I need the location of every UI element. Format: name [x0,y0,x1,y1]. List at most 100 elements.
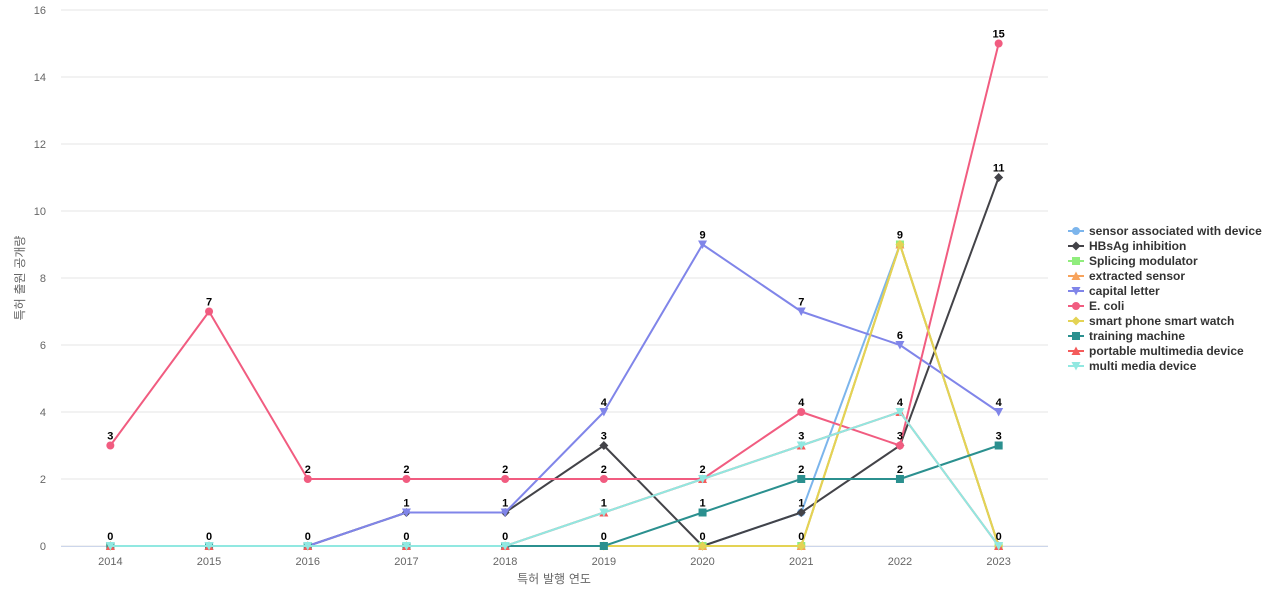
data-label: 0 [502,531,508,543]
legend-item[interactable]: multi media device [1068,359,1197,373]
data-point [205,307,214,316]
legend-label: sensor associated with device [1089,224,1262,238]
data-label: 0 [798,531,804,543]
x-axis-ticks: 2014 2015 2016 2017 2018 2019 2020 2021 2022 2023 [98,556,1011,568]
data-label: 4 [897,397,904,409]
x-axis-title: 특허 발행 연도 [517,571,591,586]
data-label: 1 [798,498,804,510]
legend-item[interactable]: HBsAg inhibition [1068,239,1186,253]
legend-marker [1071,271,1081,280]
legend-label: extracted sensor [1089,269,1185,283]
data-point [994,542,1004,551]
data-label: 0 [206,531,212,543]
data-label: 1 [699,498,705,510]
legend-item[interactable]: smart phone smart watch [1068,314,1234,328]
data-point [106,441,115,450]
data-point [994,441,1003,450]
legend-marker [1072,257,1080,265]
data-label: 0 [403,531,409,543]
legend-item[interactable]: Splicing modulator [1068,254,1198,268]
data-point [204,542,214,551]
data-point [895,341,905,350]
data-point [401,508,411,517]
data-point [797,475,806,483]
data-label: 0 [305,531,311,543]
data-point [895,240,905,249]
x-tick-label: 2020 [690,556,714,568]
x-tick-label: 2014 [98,556,122,568]
series-4 [105,240,1004,551]
legend-label: smart phone smart watch [1089,314,1234,328]
legend-label: HBsAg inhibition [1089,239,1186,253]
legend-item[interactable]: capital letter [1068,284,1160,298]
series-lines [105,39,1004,551]
data-point [303,542,313,551]
y-tick-label: 6 [40,340,46,352]
data-label: 2 [798,464,804,476]
data-label: 9 [699,230,705,242]
series-line [109,243,1000,547]
series-line [109,444,1000,547]
x-tick-label: 2016 [296,556,320,568]
legend-item[interactable]: portable multimedia device [1068,344,1244,358]
legend-item[interactable]: E. coli [1068,299,1124,313]
data-label: 2 [502,464,508,476]
data-point [797,408,806,416]
y-axis-title: 특허 출원 공개량 [13,236,27,321]
data-label: 15 [993,29,1005,41]
legend-item[interactable]: training machine [1068,329,1185,343]
data-label: 1 [403,498,409,510]
data-point [796,541,806,551]
y-tick-label: 8 [40,273,46,285]
x-tick-label: 2021 [789,556,813,568]
x-tick-label: 2015 [197,556,221,568]
data-label: 7 [798,297,804,309]
legend-marker [1071,346,1081,355]
legend-label: portable multimedia device [1089,344,1244,358]
data-point [994,408,1004,417]
data-label: 3 [996,431,1002,443]
x-tick-label: 2019 [592,556,616,568]
data-point [501,475,510,483]
data-point [599,408,609,417]
data-label: 4 [996,397,1003,409]
series-line [109,176,1000,547]
series-5 [106,39,1003,483]
series-line [109,243,1000,547]
y-tick-label: 10 [34,206,46,218]
data-point [401,542,411,551]
data-point [402,475,411,483]
data-point [698,541,708,551]
y-tick-label: 2 [40,474,46,486]
series-2 [106,240,1003,550]
data-point [105,542,115,551]
legend-label: multi media device [1089,359,1197,373]
series-9 [105,408,1004,551]
data-label: 3 [601,431,607,443]
y-axis-ticks: 0 2 4 6 8 10 12 14 16 [34,5,46,553]
data-label: 2 [305,464,311,476]
y-tick-label: 12 [34,139,46,151]
data-label: 9 [897,230,903,242]
data-point [796,441,806,450]
data-point [599,542,608,550]
legend-label: capital letter [1089,284,1160,298]
y-tick-label: 4 [40,407,46,419]
data-point [698,475,708,484]
data-point [500,508,510,517]
data-point [599,508,609,517]
data-label: 0 [107,531,113,543]
data-label: 2 [699,464,705,476]
data-label: 4 [798,397,805,409]
data-point [303,475,312,483]
data-point [994,39,1003,48]
legend-item[interactable]: sensor associated with device [1068,224,1262,238]
data-label: 7 [206,297,212,309]
legend-label: E. coli [1089,299,1124,313]
legend-item[interactable]: extracted sensor [1068,269,1185,283]
series-0 [106,240,1003,550]
x-tick-label: 2023 [986,556,1010,568]
data-point [895,475,904,483]
